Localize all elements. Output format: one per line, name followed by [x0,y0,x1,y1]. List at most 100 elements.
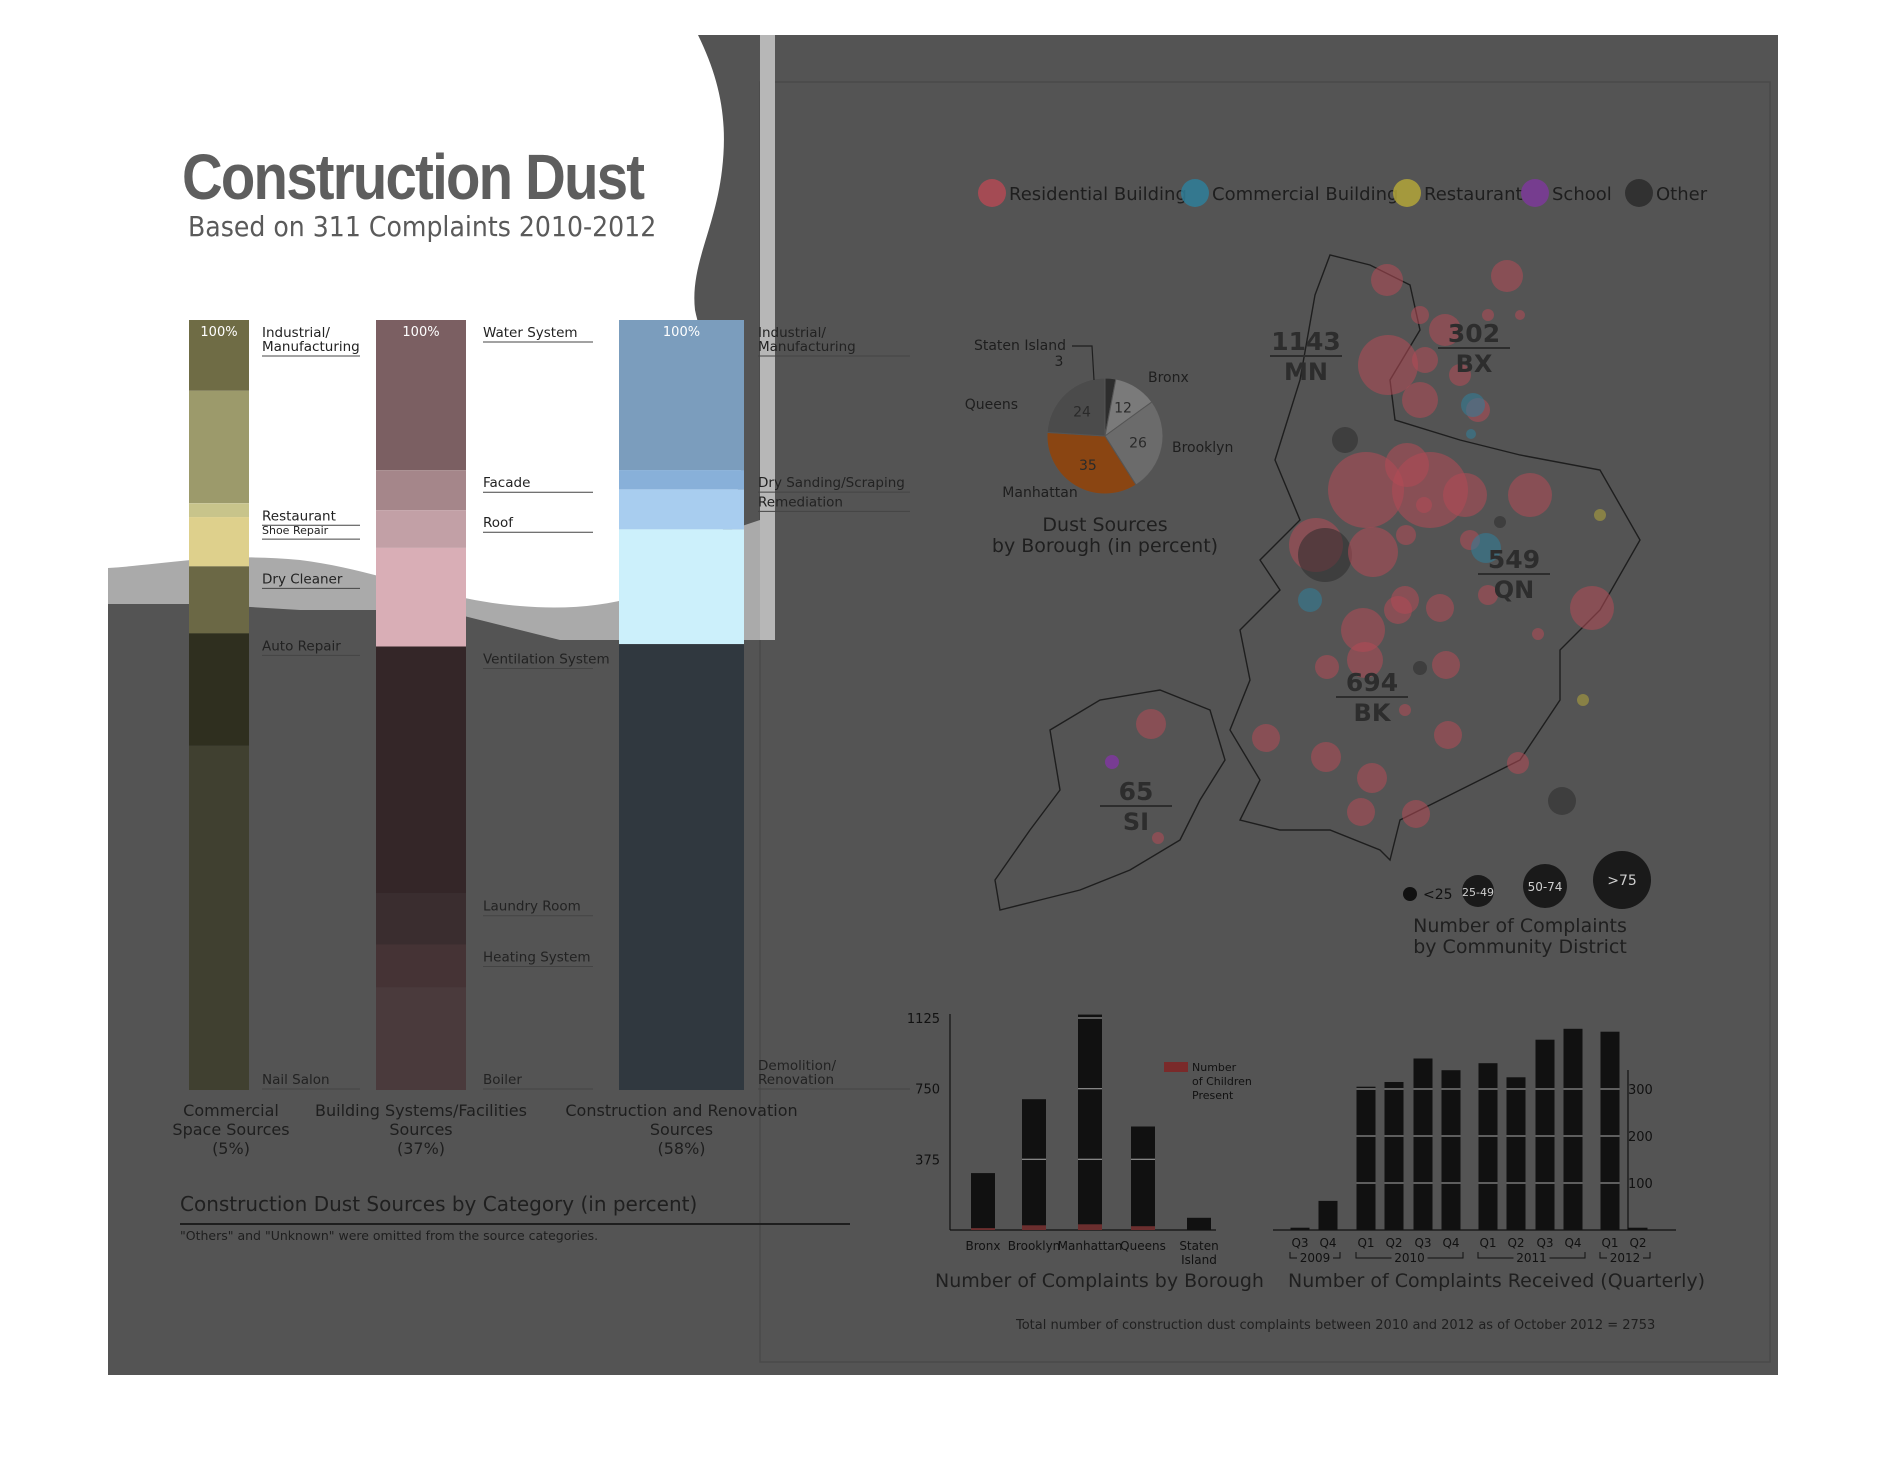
pie-title-line-2: by Borough (in percent) [991,535,1219,557]
size-legend-label: >75 [1607,873,1637,889]
district-bubble [1357,763,1387,793]
pie-value-label: 3 [1055,354,1064,370]
district-bubble [1548,787,1576,815]
district-bubble [1507,752,1529,774]
map-outline-si [994,689,1226,911]
stack-segment-label: Dry Sanding/Scraping [758,475,905,491]
x-tick-label: Q3 [1414,1236,1431,1250]
size-legend-title-line-1: Number of Complaints [1413,915,1627,937]
district-bubble [1136,709,1166,739]
stack-segment [376,987,466,1090]
stack-segment [376,893,466,945]
x-tick-label: Q3 [1536,1236,1553,1250]
district-bubble [1577,694,1589,706]
stack-segment [376,510,466,548]
district-bubble [1532,628,1544,640]
x-tick-label: Manhattan [1058,1239,1123,1253]
legend-label: Present [1192,1089,1234,1102]
district-bubble [1449,364,1471,386]
district-bubble [1384,596,1412,624]
stack-segment [619,529,744,645]
district-bubble [1478,585,1498,605]
stack-segment-label: Renovation [758,1072,834,1088]
stack-top-label: 100% [663,325,700,340]
bar [1022,1099,1046,1230]
borough-count: 302 [1448,319,1500,348]
stack-segment [189,503,249,518]
district-bubble [1399,704,1411,716]
bar [1441,1070,1461,1230]
district-bubble [1341,608,1385,652]
stack-segment-label: Shoe Repair [262,524,329,537]
y-tick-label: 200 [1628,1130,1653,1145]
pie-value-label: 35 [1079,458,1097,474]
bar-children [1022,1225,1046,1230]
district-bubble [1570,586,1614,630]
year-label: 2012 [1610,1251,1641,1265]
x-tick-label: Q2 [1629,1236,1646,1250]
year-label-bg [1607,1251,1643,1263]
borough-count: 694 [1346,668,1398,697]
year-label: 2009 [1300,1251,1331,1265]
bar-children [971,1228,995,1230]
legend-swatch [978,179,1006,207]
bar [1563,1028,1583,1230]
stack-segment [619,489,744,530]
pie-title-line-1: Dust Sources [1042,514,1168,536]
district-bubble [1347,798,1375,826]
pie-slice-label: Manhattan [1002,485,1077,501]
borough-abbr: BX [1456,350,1493,378]
district-bubble [1426,594,1454,622]
pie-slice-label: Queens [965,397,1018,413]
district-bubble [1434,721,1462,749]
district-bubble [1471,533,1501,563]
district-bubble [1396,525,1416,545]
pie-value-label: 24 [1073,405,1091,421]
district-bubble [1482,309,1494,321]
bar [1478,1063,1498,1230]
x-tick-label: Bronx [966,1239,1001,1253]
stack-segment [189,745,249,1090]
stacked-section-rule [180,1223,850,1225]
pie-value-label: 12 [1114,401,1132,417]
district-bubble [1385,443,1429,487]
quarterly-bar-chart: 100 200 300 Q3 Q4 Q1 Q2 Q3 Q4 Q1 Q2 Q3 Q4 Q1 Q2 2009 201… [1273,1028,1676,1265]
pie-slice-label: Staten Island [974,338,1066,354]
y-tick-label: 375 [915,1153,940,1168]
pie-slice-label: Brooklyn [1172,440,1233,456]
stack-segment [376,944,466,988]
district-bubble [1298,588,1322,612]
district-bubble [1432,651,1460,679]
stack-segment-label: Water System [483,325,578,341]
district-bubble [1311,742,1341,772]
district-bubble [1594,509,1606,521]
borough-abbr: BK [1354,699,1392,727]
district-bubble [1413,661,1427,675]
y-tick-label: 750 [915,1083,940,1098]
bar [1318,1200,1338,1230]
x-tick-label: Q1 [1357,1236,1374,1250]
stack-segment-label: Heating System [483,950,591,966]
quarterly-bars-title: Number of Complaints Received (Quarterly… [1288,1270,1706,1292]
year-label-bg [1513,1251,1550,1263]
stack-segment [619,644,744,1090]
stack-segment-label: Auto Repair [262,638,341,654]
total-note: Total number of construction dust compla… [1016,1318,1656,1333]
district-bubble [1152,832,1164,844]
x-tick-label: Island [1181,1253,1217,1267]
x-tick-label: Q1 [1601,1236,1618,1250]
stack-segment-label: Restaurant [262,508,336,524]
stack-segment-label: Facade [483,475,530,491]
year-label: 2011 [1516,1251,1547,1265]
stack-segment-label: Industrial/ [758,325,826,341]
pie-chart: 12 26 35 24 Bronx Brooklyn Manhattan Queens Stat… [965,338,1234,501]
size-legend-circle [1462,875,1494,907]
stack-segment-label: Manufacturing [758,339,856,355]
header-shade [698,35,775,640]
district-bubble [1508,473,1552,517]
x-tick-label: Brooklyn [1008,1239,1061,1253]
year-label: 2010 [1394,1251,1425,1265]
district-bubble [1515,310,1525,320]
